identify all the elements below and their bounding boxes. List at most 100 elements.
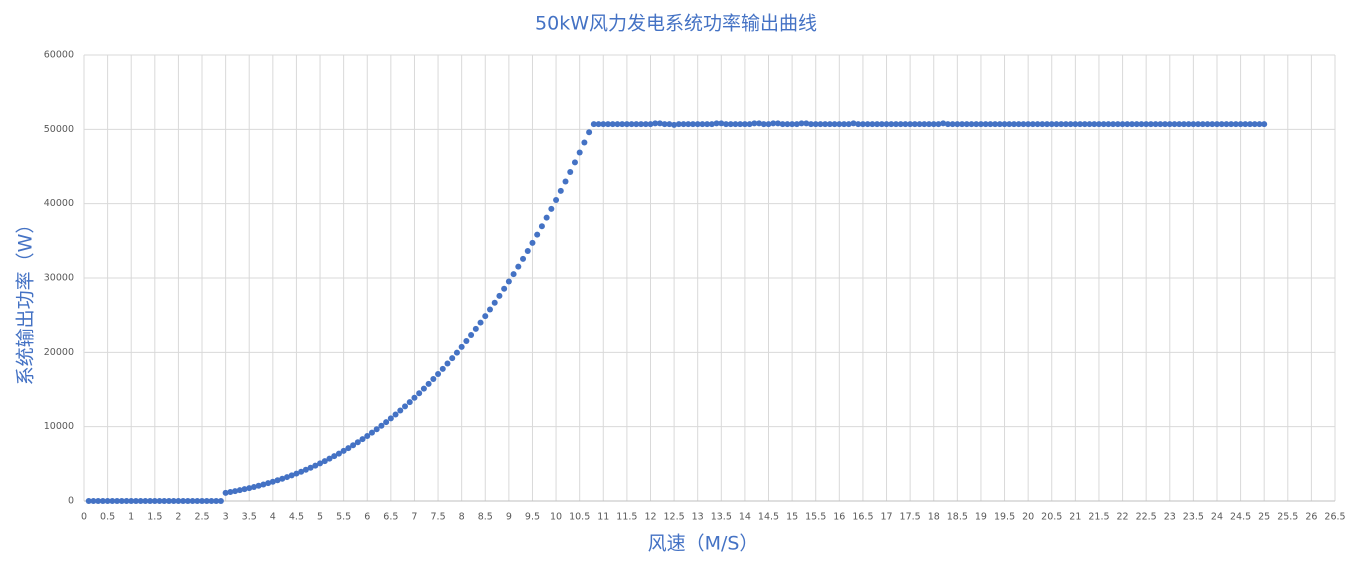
point [397, 407, 404, 414]
point [538, 223, 545, 230]
point [633, 121, 640, 128]
point [812, 121, 819, 128]
point [581, 139, 588, 146]
point [302, 466, 309, 473]
point [864, 121, 871, 128]
point [656, 120, 663, 127]
x-tick-label: 20 [1022, 512, 1034, 523]
point [831, 121, 838, 128]
x-tick-label: 12.5 [664, 512, 685, 523]
point [472, 325, 479, 332]
point [1232, 121, 1239, 128]
point [156, 498, 163, 504]
point [392, 411, 399, 418]
point [609, 121, 616, 128]
point [453, 349, 460, 356]
x-tick-label: 4 [270, 512, 276, 523]
x-tick-label: 11.5 [616, 512, 637, 523]
point [496, 292, 503, 299]
x-tick-label: 13 [692, 512, 704, 523]
point [1152, 121, 1159, 128]
point [911, 121, 918, 128]
point [1077, 121, 1084, 128]
x-tick-label: 4.5 [289, 512, 304, 523]
point [340, 447, 347, 454]
point [274, 477, 281, 484]
x-tick-label: 24 [1211, 512, 1223, 523]
point [713, 120, 720, 127]
point [1029, 121, 1036, 128]
point [416, 390, 423, 397]
point [1176, 121, 1183, 128]
point [977, 121, 984, 128]
point [439, 365, 446, 372]
point [869, 121, 876, 128]
x-tick-label: 0 [81, 512, 87, 523]
point [515, 263, 522, 270]
point [619, 121, 626, 128]
point [694, 121, 701, 128]
x-tick-label: 2 [175, 512, 181, 523]
point [605, 121, 612, 128]
point [189, 498, 196, 504]
point [751, 120, 758, 127]
point [321, 458, 328, 465]
x-tick-label: 3.5 [242, 512, 257, 523]
point [1114, 121, 1121, 128]
point [510, 271, 517, 278]
point [959, 121, 966, 128]
point [85, 498, 92, 504]
x-tick-label: 25 [1258, 512, 1270, 523]
point [1044, 121, 1051, 128]
x-tick-label: 8.5 [478, 512, 493, 523]
point [1171, 121, 1178, 128]
point [194, 498, 201, 504]
point [1039, 121, 1046, 128]
point [826, 121, 833, 128]
point [1218, 121, 1225, 128]
point [628, 121, 635, 128]
x-tick-label: 8 [459, 512, 465, 523]
point [354, 439, 361, 446]
point [378, 422, 385, 429]
point [199, 498, 206, 504]
point [1072, 121, 1079, 128]
point [1067, 121, 1074, 128]
point [746, 121, 753, 128]
y-tick-label: 30000 [44, 273, 74, 284]
x-tick-label: 5.5 [336, 512, 351, 523]
point [935, 121, 942, 128]
x-tick-label: 0.5 [100, 512, 115, 523]
point [1020, 121, 1027, 128]
point [1190, 121, 1197, 128]
point [647, 121, 654, 128]
point [430, 376, 437, 383]
point [1119, 121, 1126, 128]
point [600, 121, 607, 128]
point [520, 255, 527, 262]
point [1162, 121, 1169, 128]
point [1180, 121, 1187, 128]
point [1228, 121, 1235, 128]
x-tick-label: 24.5 [1230, 512, 1251, 523]
y-tick-label: 20000 [44, 347, 74, 358]
point [930, 121, 937, 128]
point [350, 442, 357, 449]
point [1034, 121, 1041, 128]
x-tick-label: 21 [1069, 512, 1081, 523]
point [1110, 121, 1117, 128]
point [543, 214, 550, 221]
x-tick-label: 15 [786, 512, 798, 523]
point [326, 455, 333, 462]
point [1086, 121, 1093, 128]
point [1058, 121, 1065, 128]
point [1209, 121, 1216, 128]
point [718, 120, 725, 127]
point [250, 483, 257, 490]
point [529, 239, 536, 246]
point [822, 121, 829, 128]
point [260, 481, 267, 488]
point [680, 121, 687, 128]
point [642, 121, 649, 128]
